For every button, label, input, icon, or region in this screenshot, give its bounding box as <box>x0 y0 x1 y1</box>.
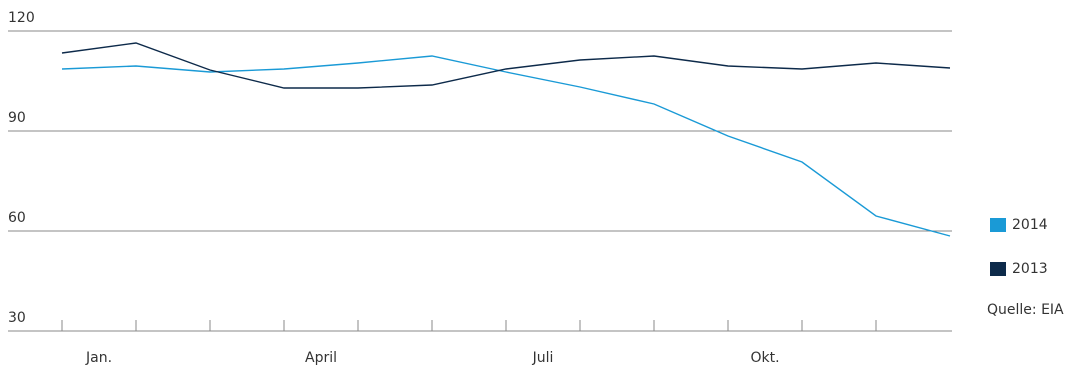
data-line <box>61 42 951 89</box>
y-tick-label: 120 <box>8 10 35 26</box>
x-tick-label: April <box>305 350 337 366</box>
x-tick-label: Jan. <box>85 350 112 366</box>
data-line <box>61 55 951 237</box>
y-tick-label: 60 <box>8 210 26 226</box>
source-note: Quelle: EIA <box>987 302 1064 318</box>
legend-swatch <box>990 218 1006 232</box>
legend-label: 2014 <box>1012 217 1048 233</box>
legend-label: 2013 <box>1012 261 1048 277</box>
legend-swatch <box>990 262 1006 276</box>
y-tick-label: 90 <box>8 110 26 126</box>
x-tick-label: Juli <box>532 350 554 366</box>
y-tick-label: 30 <box>8 310 26 326</box>
x-tick-label: Okt. <box>750 350 779 366</box>
